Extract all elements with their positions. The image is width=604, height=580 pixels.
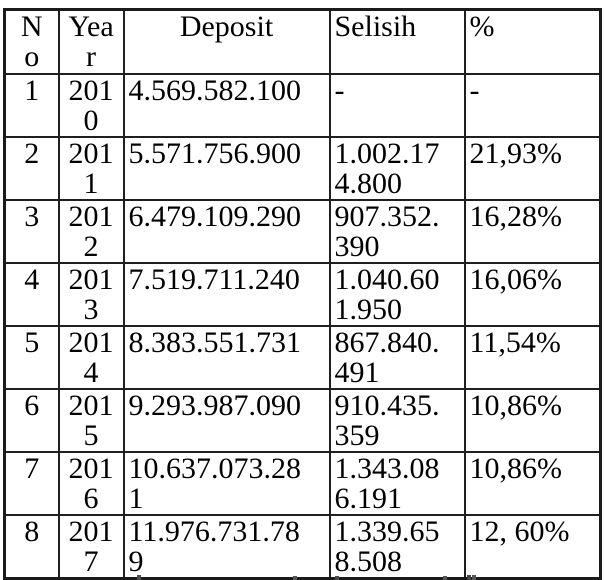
deposit-table: N o Yea r Deposit Selisih % 1 201 0 4.56… (3, 8, 602, 580)
cell-selisih: 867.840. 491 (328, 324, 466, 390)
cell-percent: - (463, 72, 602, 138)
cell-year: 201 5 (57, 387, 125, 453)
table-row: 7 201 6 10.637.073.28 1 1.343.08 6.191 1… (3, 450, 602, 516)
cell-year: 201 0 (57, 72, 125, 138)
cell-deposit: 9.293.987.090 (122, 387, 331, 453)
cell-no: 8 (3, 513, 60, 579)
cell-deposit: 8.383.551.731 (122, 324, 331, 390)
cell-no: 3 (3, 198, 60, 264)
cell-selisih: 1.339.65 8.508 (328, 513, 466, 579)
table-row: 3 201 2 6.479.109.290 907.352. 390 16,28… (3, 198, 602, 264)
cell-year: 201 7 (57, 513, 125, 579)
cell-deposit: 7.519.711.240 (122, 261, 331, 327)
cell-deposit: 6.479.109.290 (122, 198, 331, 264)
cutoff-caption-fragment (137, 575, 141, 580)
table-row: 4 201 3 7.519.711.240 1.040.60 1.950 16,… (3, 261, 602, 327)
cell-no: 4 (3, 261, 60, 327)
cell-no: 2 (3, 135, 60, 201)
col-header-year: Yea r (57, 8, 125, 75)
cell-year: 201 4 (57, 324, 125, 390)
cell-no: 6 (3, 387, 60, 453)
cell-year: 201 1 (57, 135, 125, 201)
cell-deposit: 4.569.582.100 (122, 72, 331, 138)
cell-year: 201 6 (57, 450, 125, 516)
cell-percent: 10,86% (463, 387, 602, 453)
table-row: 6 201 5 9.293.987.090 910.435. 359 10,86… (3, 387, 602, 453)
cell-deposit: 11.976.731.78 9 (122, 513, 331, 579)
cell-percent: 16,06% (463, 261, 602, 327)
cell-selisih: 910.435. 359 (328, 387, 466, 453)
table-row: 8 201 7 11.976.731.78 9 1.339.65 8.508 1… (3, 513, 602, 579)
cell-year: 201 3 (57, 261, 125, 327)
cell-deposit: 10.637.073.28 1 (122, 450, 331, 516)
cell-selisih: - (328, 72, 466, 138)
col-header-deposit: Deposit (122, 8, 331, 75)
header-row: N o Yea r Deposit Selisih % (3, 8, 602, 75)
col-header-no: N o (3, 8, 60, 75)
cell-percent: 10,86% (463, 450, 602, 516)
table-row: 5 201 4 8.383.551.731 867.840. 491 11,54… (3, 324, 602, 390)
table-row: 2 201 1 5.571.756.900 1.002.17 4.800 21,… (3, 135, 602, 201)
cell-no: 7 (3, 450, 60, 516)
col-header-selisih: Selisih (328, 8, 466, 75)
cell-no: 5 (3, 324, 60, 390)
cell-no: 1 (3, 72, 60, 138)
cell-selisih: 1.040.60 1.950 (328, 261, 466, 327)
cell-selisih: 1.002.17 4.800 (328, 135, 466, 201)
cell-selisih: 907.352. 390 (328, 198, 466, 264)
cell-year: 201 2 (57, 198, 125, 264)
cell-deposit: 5.571.756.900 (122, 135, 331, 201)
col-header-percent: % (463, 8, 602, 75)
cell-percent: 21,93% (463, 135, 602, 201)
cell-percent: 12, 60% (463, 513, 602, 579)
cell-selisih: 1.343.08 6.191 (328, 450, 466, 516)
cell-percent: 16,28% (463, 198, 602, 264)
cell-percent: 11,54% (463, 324, 602, 390)
table-row: 1 201 0 4.569.582.100 - - (3, 72, 602, 138)
